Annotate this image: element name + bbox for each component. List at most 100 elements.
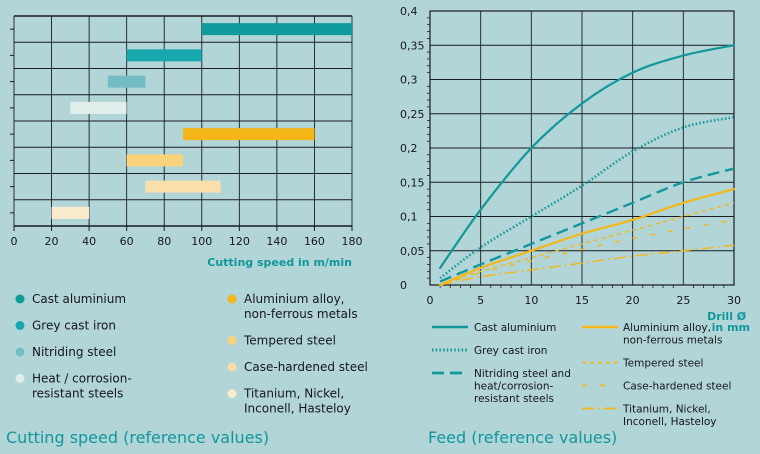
legend-label-heat-corrosion-resistant-steels: Heat / corrosion-resistant steels bbox=[32, 372, 132, 401]
legend-label-line: Tempered steel bbox=[622, 358, 703, 370]
bar-case-hardened-steel bbox=[145, 180, 221, 193]
feed-x-axis-title: Drill Ø in mm bbox=[707, 310, 750, 334]
cutting-speed-x-ticks: 0 20 40 60 80 100 120 140 160 180 bbox=[11, 235, 363, 248]
bar-aluminium-alloy-non-ferrous-metals bbox=[183, 128, 315, 141]
legend-label-tempered-steel: Tempered steel bbox=[243, 334, 336, 348]
legend-label-grey-cast-iron: Grey cast iron bbox=[32, 319, 116, 333]
feed-x-axis-title-line1: Drill Ø bbox=[707, 310, 747, 323]
cutting-speed-tick-label: 80 bbox=[157, 235, 171, 248]
legend-dot-cast-aluminium bbox=[15, 294, 25, 304]
legend-label-line: heat/corrosion- bbox=[474, 381, 554, 393]
cutting-speed-tick-label: 180 bbox=[342, 235, 363, 248]
legend-label-line: Titanium, Nickel, bbox=[622, 404, 711, 416]
feed-y-tick-label: 0,3 bbox=[400, 74, 418, 87]
feed-x-axis-title-line2: in mm bbox=[712, 321, 750, 334]
cutting-speed-tick-label: 120 bbox=[229, 235, 250, 248]
legend-label-line: non-ferrous metals bbox=[623, 335, 722, 347]
line-cast-aluminium bbox=[439, 44, 736, 269]
feed-x-tick-label: 5 bbox=[477, 294, 484, 307]
cutting-speed-chart-title: Cutting speed (reference values) bbox=[6, 428, 269, 447]
legend-dot-aluminium-alloy-non-ferrous-metals bbox=[227, 294, 237, 304]
feed-y-tick-label: 0,4 bbox=[400, 5, 418, 18]
legend-label-case-hardened-steel: Case-hardened steel bbox=[623, 381, 731, 393]
feed-y-tick-label: 0,1 bbox=[400, 211, 418, 224]
feed-legend: Cast aluminium Grey cast iron Nitriding st… bbox=[432, 322, 731, 428]
cutting-speed-tick-label: 0 bbox=[11, 235, 18, 248]
legend-label-cast-aluminium: Cast aluminium bbox=[474, 322, 556, 334]
bar-heat-corrosion-resistant-steels bbox=[70, 101, 127, 114]
line-nitriding-steel-and-heat-corrosion-resistant-steels bbox=[439, 167, 735, 283]
cutting-speed-tick-label: 20 bbox=[45, 235, 59, 248]
feed-x-tick-label: 10 bbox=[524, 294, 538, 307]
legend-label-line: Nitriding steel bbox=[32, 345, 116, 359]
bar-tempered-steel bbox=[126, 154, 183, 167]
legend-label-line: Cast aluminium bbox=[474, 322, 556, 334]
legend-dot-heat-corrosion-resistant-steels bbox=[15, 374, 25, 383]
cutting-speed-tick-label: 60 bbox=[120, 235, 134, 248]
line-grey-cast-iron bbox=[439, 115, 735, 280]
feed-chart-title: Feed (reference values) bbox=[428, 428, 617, 447]
cutting-speed-tick-label: 100 bbox=[191, 235, 212, 248]
cutting-speed-bars bbox=[51, 23, 352, 219]
feed-lines bbox=[439, 44, 736, 287]
bar-cast-aluminium bbox=[201, 23, 352, 36]
feed-x-tick-label: 15 bbox=[575, 294, 589, 307]
legend-label-line: Inconell, Hasteloy bbox=[623, 416, 717, 428]
feed-grid bbox=[427, 10, 735, 288]
feed-plot-frame bbox=[429, 10, 735, 286]
legend-dot-tempered-steel bbox=[227, 336, 237, 345]
line-titanium-nickel-inconell-hasteloy bbox=[439, 244, 735, 286]
bar-nitriding-steel bbox=[107, 75, 146, 88]
legend-label-nitriding-steel-and-heat-corrosion-resistant-steels: Nitriding steel and heat/corrosion-resist… bbox=[474, 368, 571, 405]
line-aluminium-alloy-non-ferrous-metals bbox=[439, 188, 736, 287]
legend-dot-case-hardened-steel bbox=[227, 362, 237, 372]
feed-x-tick-label: 30 bbox=[727, 294, 741, 307]
feed-y-tick-label: 0,05 bbox=[400, 245, 425, 258]
legend-label-line: Grey cast iron bbox=[32, 319, 116, 333]
legend-label-line: non-ferrous metals bbox=[244, 307, 358, 321]
legend-label-case-hardened-steel: Case-hardened steel bbox=[244, 360, 368, 374]
cutting-speed-grid bbox=[10, 15, 353, 231]
legend-label-line: Tempered steel bbox=[243, 334, 336, 348]
legend-label-tempered-steel: Tempered steel bbox=[622, 358, 703, 370]
feed-y-tick-label: 0,15 bbox=[400, 176, 425, 189]
legend-label-line: Case-hardened steel bbox=[623, 381, 731, 393]
line-case-hardened-steel bbox=[439, 219, 735, 286]
legend-dot-titanium-nickel-inconell-hasteloy bbox=[227, 389, 237, 398]
legend-label-aluminium-alloy-non-ferrous-metals: Aluminium alloy, non-ferrous metals bbox=[244, 292, 358, 321]
feed-axis-ticks: 0 0,05 0,1 0,15 0,2 0,25 0,3 0,35 0,4 0 5 10 15 20 25 3… bbox=[400, 5, 741, 307]
legend-label-grey-cast-iron: Grey cast iron bbox=[474, 345, 547, 357]
legend-label-line: resistant steels bbox=[32, 387, 123, 401]
legend-label-line: Aluminium alloy, bbox=[244, 292, 345, 306]
cutting-speed-tick-label: 160 bbox=[304, 235, 325, 248]
legend-label-cast-aluminium: Cast aluminium bbox=[32, 292, 126, 306]
bar-titanium-nickel-inconell-hasteloy bbox=[51, 206, 90, 219]
legend-label-line: Titanium, Nickel, bbox=[243, 387, 344, 401]
legend-dot-nitriding-steel bbox=[15, 347, 25, 357]
cutting-speed-tick-label: 140 bbox=[266, 235, 287, 248]
cutting-speed-tick-label: 40 bbox=[82, 235, 96, 248]
legend-label-titanium-nickel-inconell-hasteloy: Titanium, Nickel, Inconell, Hasteloy bbox=[243, 387, 351, 416]
feed-y-tick-label: 0 bbox=[400, 279, 407, 292]
legend-label-line: Heat / corrosion- bbox=[32, 372, 132, 386]
legend-label-line: Grey cast iron bbox=[474, 345, 547, 357]
feed-x-tick-label: 25 bbox=[676, 294, 690, 307]
feed-y-tick-label: 0,25 bbox=[400, 108, 425, 121]
legend-label-line: Case-hardened steel bbox=[244, 360, 368, 374]
legend-label-nitriding-steel: Nitriding steel bbox=[32, 345, 116, 359]
bar-grey-cast-iron bbox=[126, 49, 202, 62]
legend-dot-grey-cast-iron bbox=[15, 321, 25, 330]
legend-label-line: Nitriding steel and bbox=[474, 368, 571, 380]
legend-label-line: resistant steels bbox=[474, 393, 554, 405]
legend-label-line: Inconell, Hasteloy bbox=[244, 402, 351, 416]
cutting-speed-legend: Cast aluminium Grey cast iron Nitriding st… bbox=[15, 292, 368, 416]
legend-label-titanium-nickel-inconell-hasteloy: Titanium, Nickel, Inconell, Hasteloy bbox=[622, 404, 717, 429]
line-tempered-steel bbox=[439, 202, 735, 286]
cutting-speed-x-axis-title: Cutting speed in m/min bbox=[207, 256, 352, 269]
feed-x-tick-label: 20 bbox=[626, 294, 640, 307]
feed-y-tick-label: 0,35 bbox=[400, 39, 425, 52]
feed-x-tick-label: 0 bbox=[427, 294, 434, 307]
legend-label-line: Aluminium alloy, bbox=[623, 322, 711, 334]
legend-label-aluminium-alloy-non-ferrous-metals: Aluminium alloy, non-ferrous metals bbox=[623, 322, 722, 347]
